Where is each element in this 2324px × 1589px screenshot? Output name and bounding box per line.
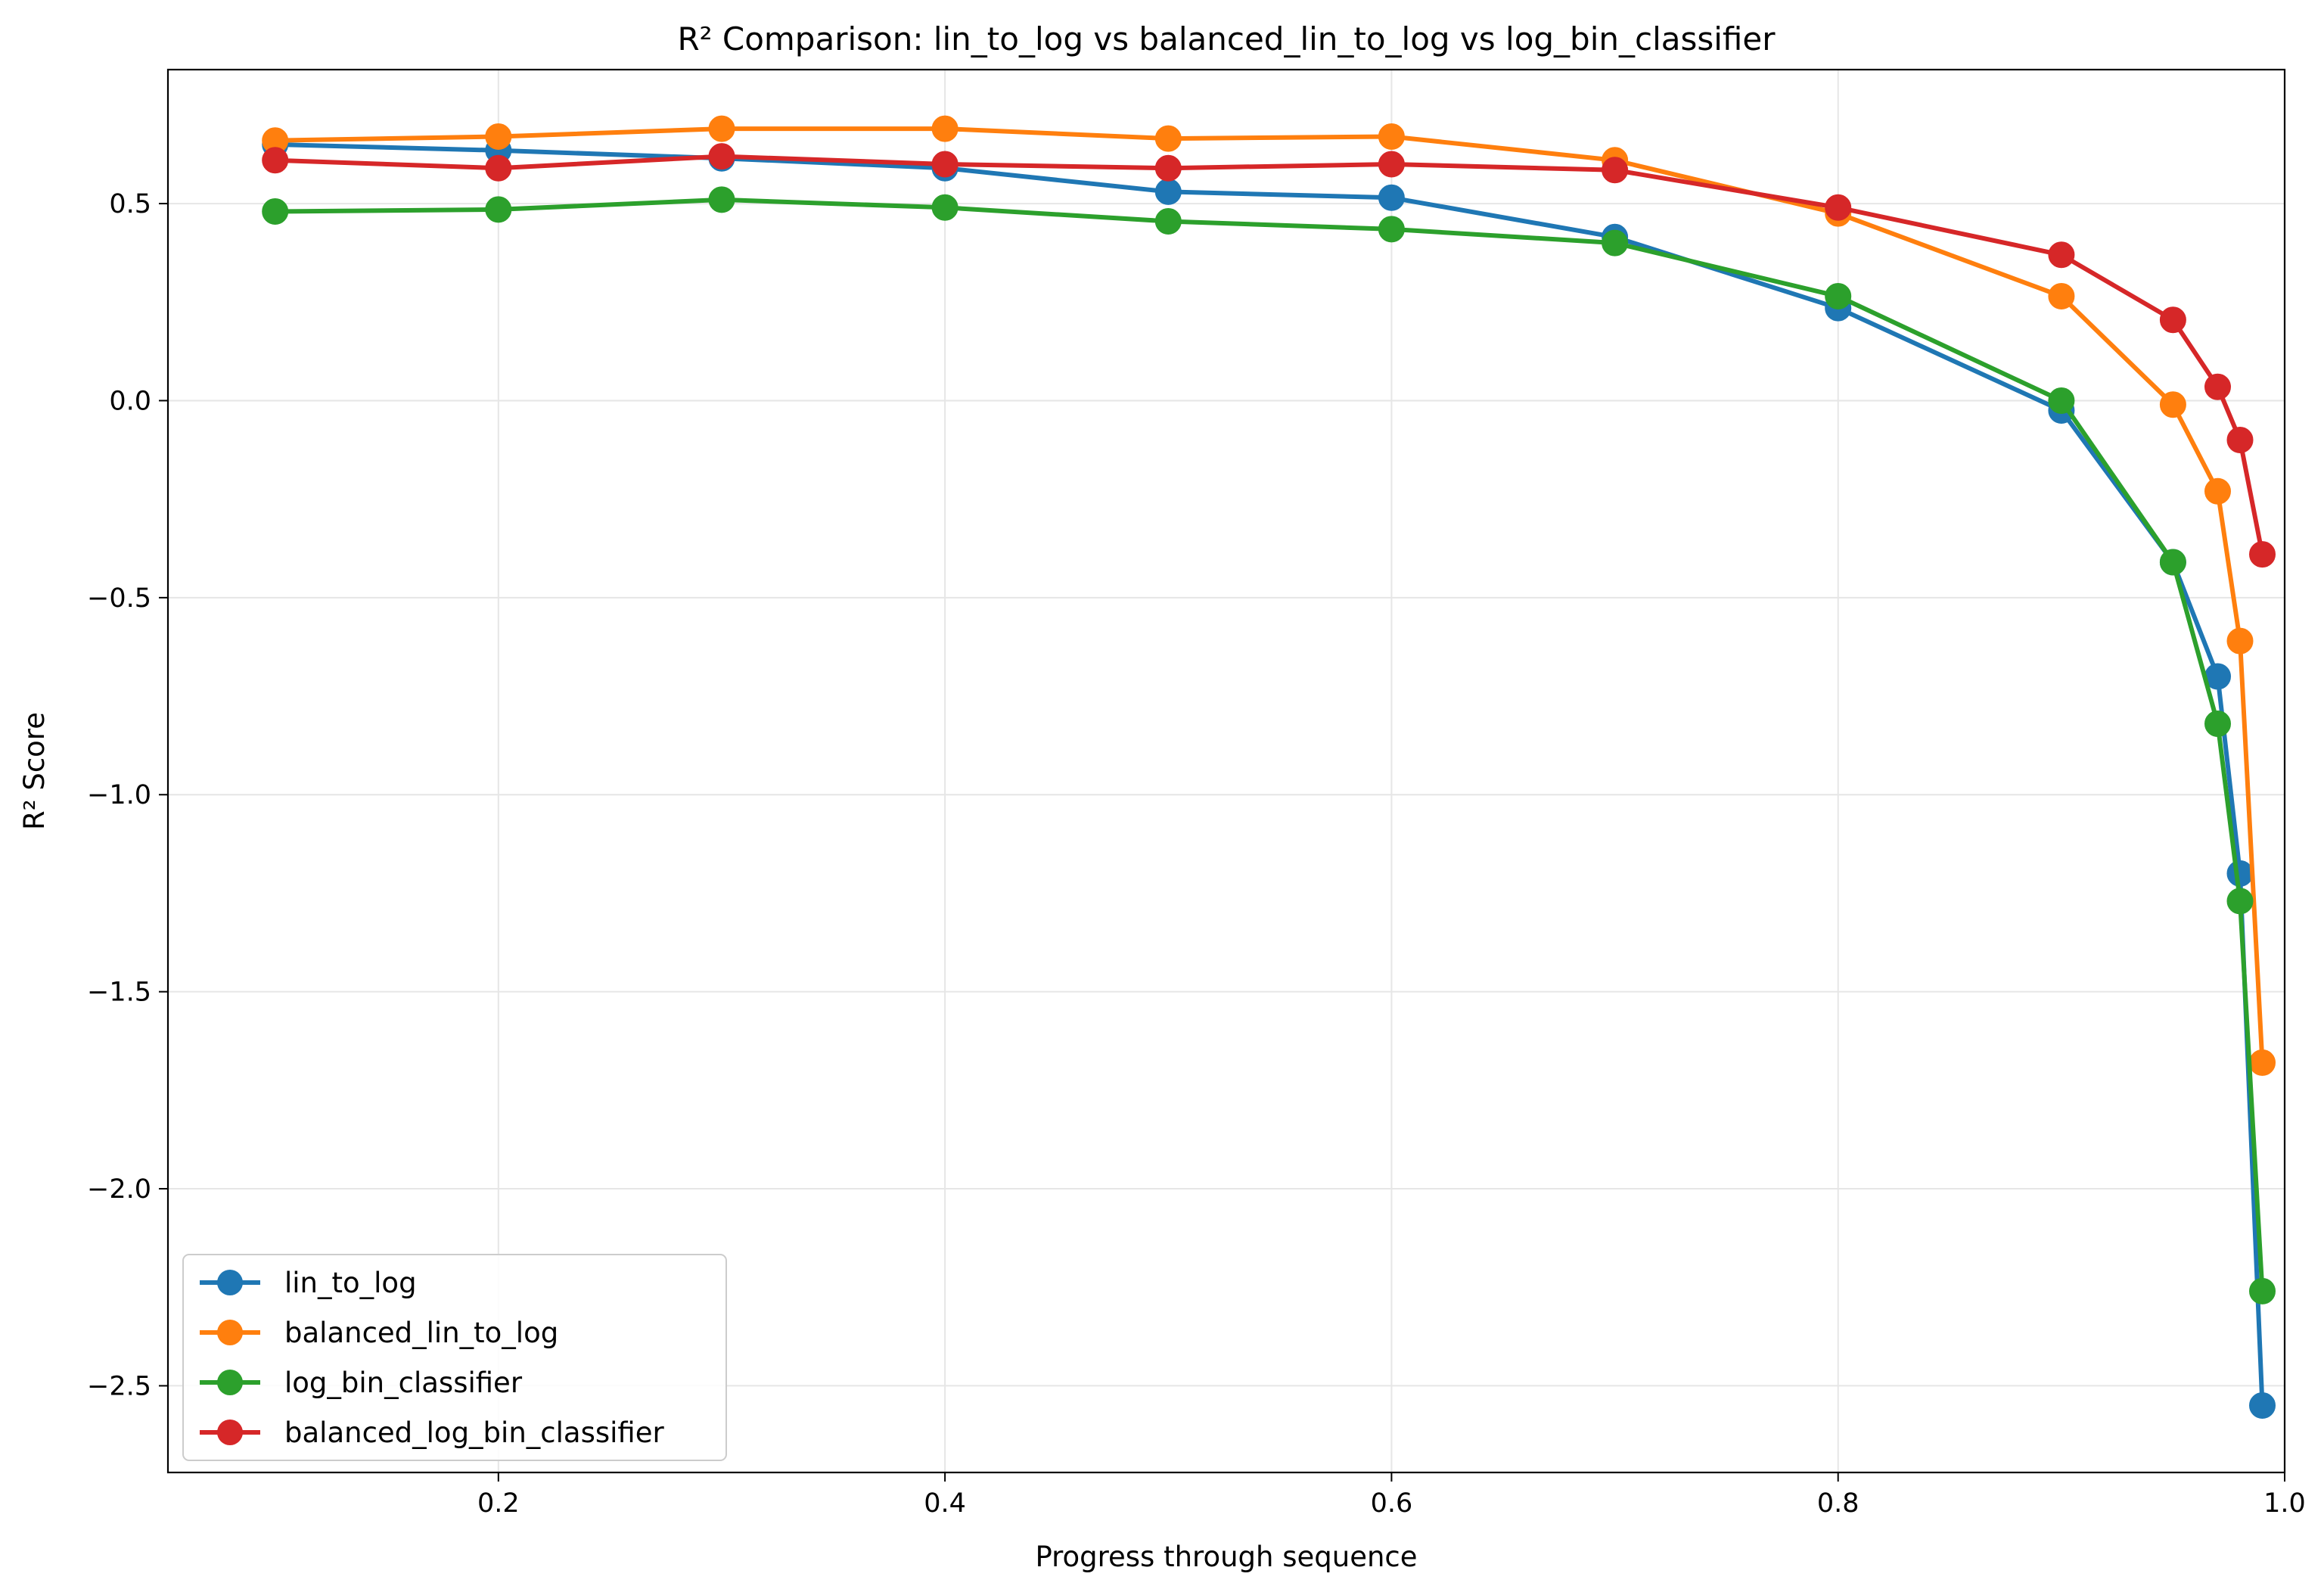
data-point-balanced_log_bin_classifier: [1154, 154, 1182, 182]
data-point-lin_to_log: [2226, 860, 2254, 887]
legend-box: [182, 1254, 727, 1461]
axis-ticks: 0.2 0.4 0.6 0.8 1.0 0.5 0.0 −0.5 −1.0 −1.5 −2.0 −2.…: [87, 189, 2306, 1519]
data-point-balanced_lin_to_log: [1378, 123, 1405, 150]
data-point-log_bin_classifier: [2249, 1277, 2276, 1304]
data-point-balanced_lin_to_log: [2204, 477, 2231, 505]
data-point-balanced_log_bin_classifier: [2048, 241, 2075, 269]
data-point-balanced_lin_to_log: [2048, 283, 2075, 309]
data-point-balanced_lin_to_log: [931, 115, 958, 142]
data-point-log_bin_classifier: [262, 198, 289, 225]
data-point-log_bin_classifier: [708, 186, 735, 213]
grid: [168, 70, 2285, 1472]
data-point-balanced_log_bin_classifier: [485, 154, 512, 182]
data-point-log_bin_classifier: [2048, 387, 2075, 414]
legend-item: balanced_lin_to_log: [200, 1317, 558, 1349]
y-tick-label: −1.5: [87, 978, 151, 1008]
y-tick-label: −2.0: [87, 1174, 151, 1205]
y-tick-label: −1.0: [87, 780, 151, 810]
legend-label: lin_to_log: [284, 1267, 417, 1299]
legend: lin_to_log balanced_lin_to_log log_bin_cla…: [182, 1254, 727, 1461]
data-point-balanced_log_bin_classifier: [708, 143, 735, 170]
data-point-log_bin_classifier: [2226, 888, 2254, 915]
data-point-balanced_lin_to_log: [2226, 627, 2254, 655]
legend-marker: [217, 1420, 243, 1445]
data-point-balanced_log_bin_classifier: [2204, 373, 2231, 400]
legend-label: balanced_lin_to_log: [284, 1317, 558, 1349]
data-point-balanced_lin_to_log: [2159, 391, 2186, 418]
data-point-log_bin_classifier: [2159, 549, 2186, 576]
data-point-log_bin_classifier: [485, 196, 512, 223]
x-tick-label: 1.0: [2263, 1488, 2306, 1519]
data-point-balanced_log_bin_classifier: [2249, 541, 2276, 568]
legend-item: log_bin_classifier: [200, 1367, 523, 1399]
data-point-lin_to_log: [1154, 178, 1182, 205]
legend-label: log_bin_classifier: [284, 1367, 523, 1399]
x-tick-label: 0.6: [1371, 1488, 1413, 1519]
x-tick-label: 0.8: [1817, 1488, 1860, 1519]
chart-title: R² Comparison: lin_to_log vs balanced_li…: [678, 20, 1776, 58]
legend-marker: [217, 1320, 243, 1345]
data-point-log_bin_classifier: [2204, 711, 2231, 737]
series-group: [262, 115, 2276, 1419]
legend-marker: [217, 1370, 243, 1395]
legend-label: balanced_log_bin_classifier: [284, 1416, 664, 1449]
y-tick-label: −0.5: [87, 583, 151, 614]
data-point-balanced_log_bin_classifier: [1378, 151, 1405, 178]
series-log_bin_classifier: [262, 186, 2276, 1304]
x-tick-label: 0.2: [477, 1488, 520, 1519]
data-point-balanced_lin_to_log: [2249, 1049, 2276, 1076]
data-point-balanced_lin_to_log: [1154, 125, 1182, 152]
data-point-log_bin_classifier: [931, 194, 958, 221]
data-point-balanced_log_bin_classifier: [1602, 157, 1629, 184]
legend-marker: [217, 1270, 243, 1295]
data-point-log_bin_classifier: [1154, 208, 1182, 235]
x-axis-label: Progress through sequence: [1035, 1541, 1417, 1573]
data-point-balanced_log_bin_classifier: [2226, 427, 2254, 453]
y-tick-label: 0.5: [109, 189, 151, 219]
data-point-log_bin_classifier: [1378, 216, 1405, 243]
data-point-balanced_lin_to_log: [708, 115, 735, 142]
data-point-balanced_lin_to_log: [485, 123, 512, 150]
data-point-lin_to_log: [2249, 1392, 2276, 1419]
y-tick-label: −2.5: [87, 1371, 151, 1401]
y-tick-label: 0.0: [109, 386, 151, 416]
plot-frame: [166, 68, 2286, 1474]
data-point-balanced_log_bin_classifier: [262, 147, 289, 174]
series-balanced_log_bin_classifier: [262, 143, 2276, 568]
data-point-lin_to_log: [1378, 184, 1405, 211]
y-axis-label: R² Score: [18, 712, 51, 830]
legend-item: balanced_log_bin_classifier: [200, 1416, 664, 1449]
data-point-log_bin_classifier: [1602, 229, 1629, 257]
data-point-balanced_log_bin_classifier: [2159, 306, 2186, 334]
legend-item: lin_to_log: [200, 1267, 417, 1299]
data-point-balanced_log_bin_classifier: [931, 151, 958, 178]
x-tick-label: 0.4: [924, 1488, 966, 1519]
data-point-balanced_log_bin_classifier: [1825, 194, 1852, 221]
data-point-log_bin_classifier: [1825, 283, 1852, 309]
